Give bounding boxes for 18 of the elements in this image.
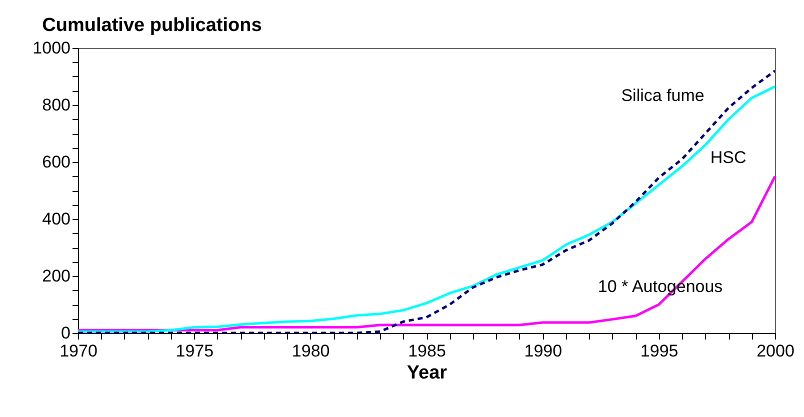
- x-tick-label: 1970: [60, 342, 98, 360]
- y-tick-label: 600: [42, 152, 70, 172]
- series-label: Silica fume: [621, 86, 704, 105]
- y-tick-label: 200: [42, 266, 70, 286]
- x-tick-label: 1995: [640, 342, 678, 360]
- y-tick-label: 1000: [32, 38, 70, 58]
- x-axis-title: Year: [406, 362, 448, 384]
- x-tick-label: 2000: [756, 342, 794, 360]
- y-tick-label: 0: [61, 324, 70, 342]
- line-series: [78, 175, 775, 332]
- x-tick-label: 1975: [176, 342, 214, 360]
- x-tick-label: 1990: [524, 342, 562, 360]
- x-tick-label: 1980: [292, 342, 330, 360]
- chart-title: Cumulative publications: [42, 15, 262, 36]
- y-tick-label: 400: [42, 210, 70, 228]
- series-label: HSC: [710, 148, 746, 167]
- y-tick-label: 800: [42, 96, 70, 114]
- x-tick-label: 1985: [408, 342, 446, 360]
